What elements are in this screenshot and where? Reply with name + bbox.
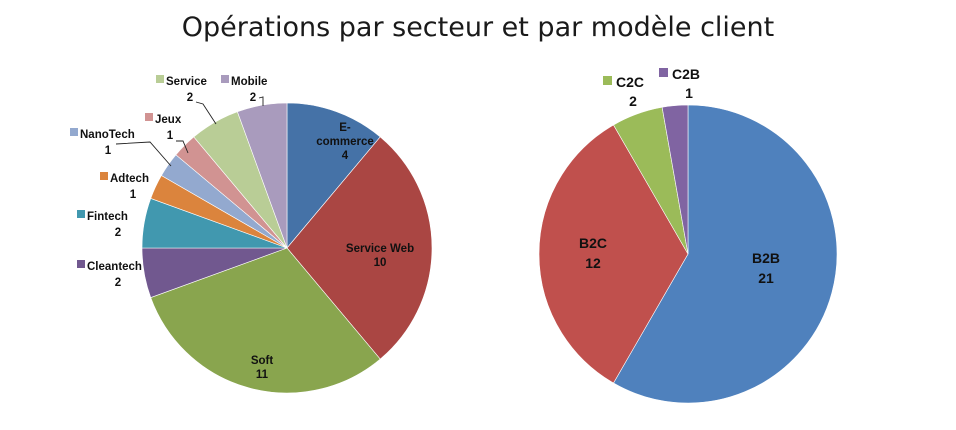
legend-swatch-c2c [603, 76, 612, 85]
value-label-c2b: 1 [685, 85, 693, 101]
pie-slice-b2c [538, 124, 689, 384]
data-label-e-commerce-1: commerce [316, 136, 374, 148]
leader-line-nanotech [115, 141, 172, 167]
data-label-c2c: C2C [616, 74, 644, 90]
data-label-c2b: C2B [672, 66, 700, 82]
legend-swatch-fintech [77, 210, 85, 218]
data-label-nanotech: NanoTech [80, 129, 135, 141]
value-label-fintech: 2 [115, 227, 121, 239]
legend-swatch-c2b [659, 68, 668, 77]
data-label-fintech: Fintech [87, 211, 128, 223]
pie-slice-b2b [613, 104, 838, 404]
pie-chart-client-model: B2B 21 B2C 12 C2C 2 C2B 1 [538, 66, 838, 404]
value-label-c2c: 2 [629, 93, 637, 109]
pie-slice-c2b [661, 104, 689, 255]
value-label-adtech: 1 [130, 189, 137, 201]
value-label-e-commerce: 4 [342, 150, 349, 162]
value-label-mobile: 2 [250, 92, 256, 104]
data-label-b2b: B2B [752, 250, 780, 266]
legend-swatch-nanotech [70, 128, 78, 136]
data-label-cleantech: Cleantech [87, 261, 142, 273]
pie-slice-service-web [286, 136, 433, 360]
leader-line-service [195, 101, 217, 125]
data-label-jeux: Jeux [155, 114, 182, 126]
legend-swatch-jeux [145, 113, 153, 121]
value-label-service: 2 [187, 92, 193, 104]
pie-slice-e-commerce [286, 102, 381, 249]
data-label-service: Service [166, 76, 207, 88]
leader-line-mobile [258, 96, 264, 106]
leader-line-jeux [176, 140, 189, 154]
data-label-mobile: Mobile [231, 76, 267, 88]
value-label-b2c: 12 [585, 255, 601, 271]
value-label-soft: 11 [256, 369, 269, 381]
data-label-e-commerce: E- [339, 122, 351, 134]
value-label-b2b: 21 [758, 270, 774, 286]
chart-title: Opérations par secteur et par modèle cli… [181, 12, 775, 43]
legend-swatch-mobile [221, 75, 229, 83]
value-label-service-web: 10 [374, 257, 387, 269]
value-label-nanotech: 1 [105, 145, 112, 157]
pie-slice-mobile [237, 102, 288, 249]
legend-swatch-service [156, 75, 164, 83]
value-label-cleantech: 2 [115, 277, 121, 289]
data-label-adtech: Adtech [110, 173, 149, 185]
data-label-b2c: B2C [579, 235, 607, 251]
value-label-jeux: 1 [167, 130, 174, 142]
legend-swatch-cleantech [77, 260, 85, 268]
pie-slice-soft [150, 247, 381, 394]
data-label-service-web: Service Web [346, 243, 414, 255]
data-label-soft: Soft [251, 355, 274, 367]
legend-swatch-adtech [100, 172, 108, 180]
